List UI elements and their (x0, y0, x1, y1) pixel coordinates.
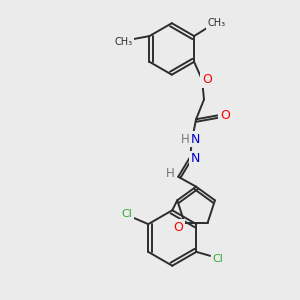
Text: O: O (174, 221, 183, 234)
Text: H: H (181, 133, 190, 146)
Text: CH₃: CH₃ (115, 37, 133, 47)
Text: Cl: Cl (213, 254, 224, 264)
Text: N: N (190, 133, 200, 146)
Text: O: O (220, 109, 230, 122)
Text: Cl: Cl (121, 209, 132, 219)
Text: H: H (166, 167, 175, 180)
Text: N: N (190, 152, 200, 165)
Text: CH₃: CH₃ (208, 18, 226, 28)
Text: O: O (202, 73, 212, 86)
